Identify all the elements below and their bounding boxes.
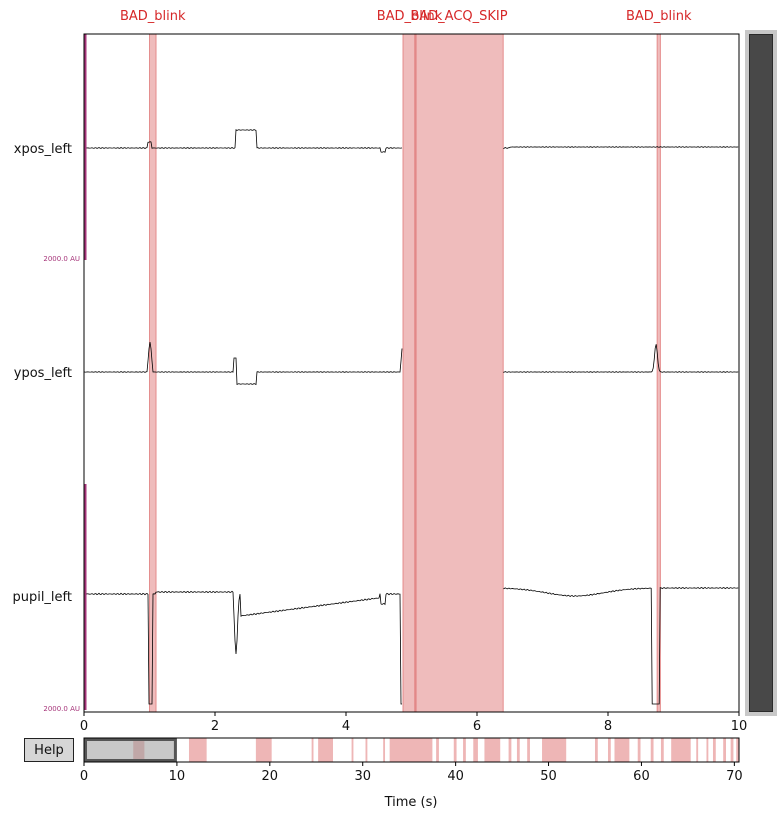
x-tick-label: 2 bbox=[211, 719, 219, 734]
overview-bad-span bbox=[542, 738, 567, 762]
overview-bad-span bbox=[696, 738, 699, 762]
channel-trace bbox=[83, 590, 402, 705]
overview-view-window[interactable] bbox=[84, 738, 177, 762]
channel-scrollbar[interactable] bbox=[745, 30, 777, 716]
channel-scrollbar-thumb[interactable] bbox=[749, 34, 773, 712]
overview-bad-span bbox=[594, 738, 598, 762]
annotation-spans bbox=[149, 33, 661, 713]
annotation-label: BAD_blink bbox=[377, 9, 443, 24]
x-tick-label: 4 bbox=[342, 719, 350, 734]
x-tick-label: 10 bbox=[731, 719, 748, 734]
overview-bad-span bbox=[188, 738, 207, 762]
channel-label: xpos_left bbox=[14, 142, 72, 157]
overview-x-tick-label: 40 bbox=[447, 769, 464, 784]
annotation-span bbox=[414, 33, 504, 713]
x-tick-label: 8 bbox=[604, 719, 612, 734]
overview-bad-span bbox=[637, 738, 641, 762]
overview-bad-span bbox=[650, 738, 654, 762]
channel-labels: xpos_left ypos_left pupil_left bbox=[12, 142, 72, 605]
overview-bar[interactable]: 0 10 20 30 40 50 60 70 Time (s) bbox=[80, 737, 743, 810]
x-tick-label: 6 bbox=[473, 719, 481, 734]
overview-bad-span bbox=[463, 738, 466, 762]
overview-bad-span bbox=[736, 738, 739, 762]
overview-frame bbox=[83, 737, 740, 763]
channel-traces bbox=[83, 129, 739, 705]
annotation-label: BAD_ACQ_SKIP bbox=[410, 9, 507, 24]
scale-bars: 2000.0 AU 2000.0 AU bbox=[43, 34, 87, 713]
overview-xlabel: Time (s) bbox=[384, 795, 438, 810]
overview-bad-span bbox=[318, 738, 333, 762]
overview-x-tick-label: 10 bbox=[169, 769, 186, 784]
overview-bad-span bbox=[706, 738, 709, 762]
annotation-span bbox=[402, 33, 417, 713]
scale-bar-label: 2000.0 AU bbox=[43, 255, 80, 263]
overview-bad-span bbox=[351, 738, 354, 762]
overview-x-tick-label: 50 bbox=[540, 769, 557, 784]
overview-bad-span bbox=[723, 738, 726, 762]
overview-bad-span bbox=[436, 738, 439, 762]
channel-trace bbox=[83, 341, 403, 386]
overview-bad-span bbox=[311, 738, 314, 762]
overview-x-tick-label: 20 bbox=[262, 769, 279, 784]
annotation-label: BAD_blink bbox=[120, 9, 186, 24]
overview-bad-span bbox=[614, 738, 630, 762]
overview-bad-span bbox=[527, 738, 530, 762]
overview-bad-span bbox=[608, 738, 611, 762]
channel-trace bbox=[503, 344, 739, 373]
help-button[interactable]: Help bbox=[24, 738, 74, 762]
channel-trace bbox=[503, 586, 739, 705]
overview-bad-span bbox=[383, 738, 386, 762]
overview-bad-span bbox=[730, 738, 734, 762]
overview-x-axis: 0 10 20 30 40 50 60 70 bbox=[80, 762, 743, 784]
overview-bad-span bbox=[365, 738, 368, 762]
channel-trace bbox=[83, 129, 403, 153]
scale-bar-label: 2000.0 AU bbox=[43, 705, 80, 713]
x-tick-label: 0 bbox=[80, 719, 88, 734]
overview-bad-span bbox=[453, 738, 457, 762]
overview-bad-span bbox=[389, 738, 433, 762]
annotation-label: BAD_blink bbox=[626, 9, 692, 24]
channel-trace bbox=[503, 146, 739, 149]
overview-bad-span bbox=[508, 738, 512, 762]
overview-bad-span bbox=[516, 738, 520, 762]
overview-bad-span bbox=[660, 738, 664, 762]
overview-bad-span bbox=[671, 738, 691, 762]
main-plot-frame bbox=[83, 33, 740, 713]
overview-bad-span bbox=[484, 738, 501, 762]
channel-label: ypos_left bbox=[14, 366, 72, 381]
overview-x-tick-label: 70 bbox=[726, 769, 743, 784]
x-axis: 0 2 4 6 8 10 bbox=[80, 712, 747, 734]
overview-bad-spans bbox=[133, 738, 739, 762]
overview-bad-span bbox=[473, 738, 478, 762]
channel-label: pupil_left bbox=[12, 590, 72, 605]
overview-x-tick-label: 60 bbox=[633, 769, 650, 784]
overview-bad-span bbox=[255, 738, 272, 762]
overview-x-tick-label: 30 bbox=[354, 769, 371, 784]
overview-bad-span bbox=[712, 738, 716, 762]
overview-x-tick-label: 0 bbox=[80, 769, 88, 784]
